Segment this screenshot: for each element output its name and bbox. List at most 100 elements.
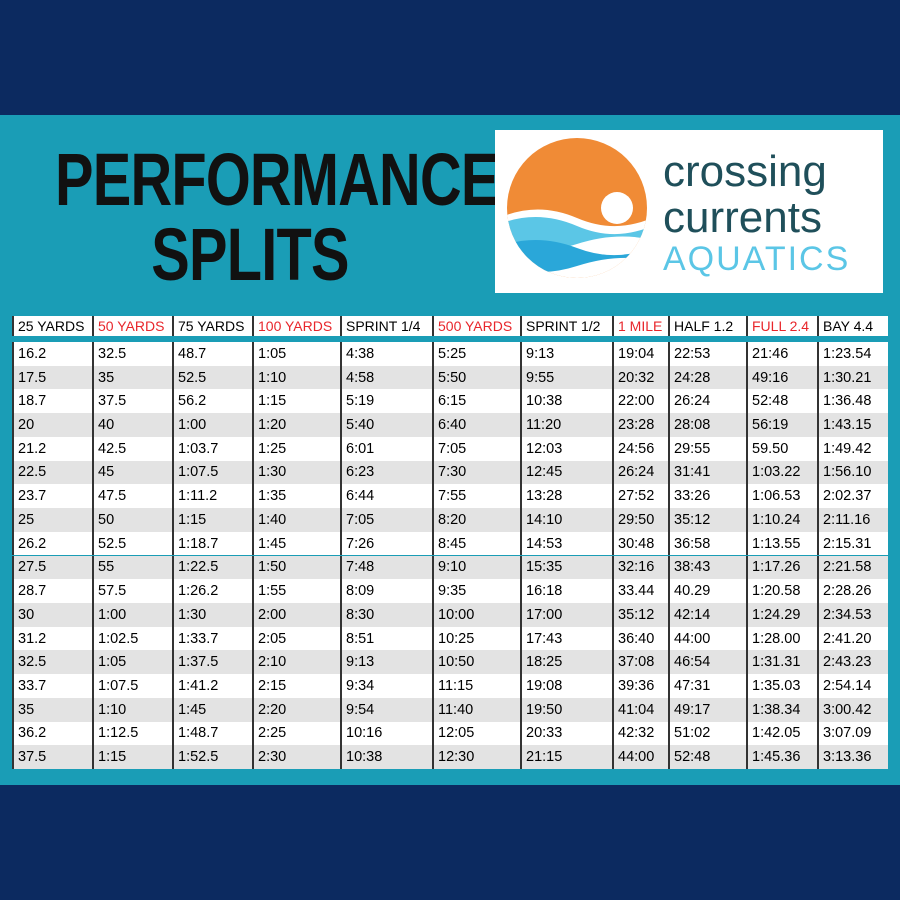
table-cell: 1:45 bbox=[172, 697, 252, 722]
logo-icon bbox=[507, 138, 647, 278]
table-cell: 50 bbox=[92, 508, 172, 532]
table-cell: 14:10 bbox=[520, 508, 612, 532]
table-cell: 1:03.7 bbox=[172, 436, 252, 461]
table-cell: 22.5 bbox=[12, 460, 92, 485]
table-cell: 2:34.53 bbox=[817, 602, 888, 627]
table-cell: 2:20 bbox=[252, 697, 340, 722]
table-cell: 1:05 bbox=[92, 650, 172, 675]
table-cell: 20 bbox=[12, 413, 92, 437]
table-cell: 20:33 bbox=[520, 721, 612, 746]
table-cell: 25 bbox=[12, 508, 92, 532]
table-cell: 19:08 bbox=[520, 674, 612, 698]
table-cell: 47.5 bbox=[92, 484, 172, 509]
table-cell: 7:05 bbox=[432, 436, 520, 461]
table-cell: 1:20 bbox=[252, 413, 340, 437]
table-cell: 1:30 bbox=[172, 602, 252, 627]
table-cell: 12:03 bbox=[520, 436, 612, 461]
table-cell: 5:50 bbox=[432, 365, 520, 390]
table-cell: 8:51 bbox=[340, 626, 432, 651]
table-cell: 42.5 bbox=[92, 436, 172, 461]
table-cell: 36:40 bbox=[612, 626, 668, 651]
table-cell: 19:50 bbox=[520, 697, 612, 722]
table-cell: 7:48 bbox=[340, 555, 432, 580]
logo: crossing currents AQUATICS bbox=[495, 130, 883, 293]
table-cell: 38:43 bbox=[668, 555, 746, 580]
column-header: 75 YARDS bbox=[172, 316, 252, 336]
column-header: 25 YARDS bbox=[12, 316, 92, 336]
column-header: SPRINT 1/2 bbox=[520, 316, 612, 336]
table-cell: 1:45 bbox=[252, 531, 340, 556]
table-cell: 55 bbox=[92, 555, 172, 580]
table-cell: 1:02.5 bbox=[92, 626, 172, 651]
table-cell: 56:19 bbox=[746, 413, 817, 437]
table-cell: 32:16 bbox=[612, 555, 668, 580]
table-cell: 11:40 bbox=[432, 697, 520, 722]
table-cell: 10:50 bbox=[432, 650, 520, 675]
table-cell: 1:07.5 bbox=[172, 460, 252, 485]
table-cell: 1:43.15 bbox=[817, 413, 888, 437]
table-cell: 47:31 bbox=[668, 674, 746, 698]
table-cell: 1:00 bbox=[172, 413, 252, 437]
column-header: BAY 4.4 bbox=[817, 316, 888, 336]
table-cell: 1:36.48 bbox=[817, 389, 888, 414]
table-cell: 2:28.26 bbox=[817, 579, 888, 603]
table-cell: 28.7 bbox=[12, 579, 92, 603]
table-cell: 21.2 bbox=[12, 436, 92, 461]
table-cell: 45 bbox=[92, 460, 172, 485]
logo-text: currents bbox=[663, 193, 822, 242]
table-cell: 49:16 bbox=[746, 365, 817, 390]
table-cell: 21:46 bbox=[746, 342, 817, 366]
table-cell: 30 bbox=[12, 602, 92, 627]
table-cell: 12:30 bbox=[432, 745, 520, 769]
table-cell: 9:54 bbox=[340, 697, 432, 722]
table-cell: 1:23.54 bbox=[817, 342, 888, 366]
table-cell: 18.7 bbox=[12, 389, 92, 414]
table-cell: 1:30 bbox=[252, 460, 340, 485]
table-cell: 48.7 bbox=[172, 342, 252, 366]
table-cell: 8:20 bbox=[432, 508, 520, 532]
table-cell: 1:37.5 bbox=[172, 650, 252, 675]
table-cell: 1:26.2 bbox=[172, 579, 252, 603]
table-cell: 2:21.58 bbox=[817, 555, 888, 580]
table-cell: 2:43.23 bbox=[817, 650, 888, 675]
table-cell: 13:28 bbox=[520, 484, 612, 509]
table-cell: 1:31.31 bbox=[746, 650, 817, 675]
table-cell: 1:00 bbox=[92, 602, 172, 627]
column-header: 50 YARDS bbox=[92, 316, 172, 336]
table-cell: 35:12 bbox=[612, 602, 668, 627]
table-cell: 24:56 bbox=[612, 436, 668, 461]
table-cell: 17.5 bbox=[12, 365, 92, 390]
table-cell: 6:23 bbox=[340, 460, 432, 485]
table-cell: 26.2 bbox=[12, 531, 92, 556]
table-cell: 6:15 bbox=[432, 389, 520, 414]
table-cell: 59.50 bbox=[746, 436, 817, 461]
table-cell: 1:10 bbox=[92, 697, 172, 722]
table-cell: 3:07.09 bbox=[817, 721, 888, 746]
table-cell: 22:53 bbox=[668, 342, 746, 366]
table-cell: 8:09 bbox=[340, 579, 432, 603]
table-cell: 21:15 bbox=[520, 745, 612, 769]
table-cell: 1:12.5 bbox=[92, 721, 172, 746]
table-cell: 18:25 bbox=[520, 650, 612, 675]
table-cell: 12:05 bbox=[432, 721, 520, 746]
table-cell: 6:40 bbox=[432, 413, 520, 437]
table-cell: 1:10 bbox=[252, 365, 340, 390]
table-cell: 1:38.34 bbox=[746, 697, 817, 722]
table-cell: 4:38 bbox=[340, 342, 432, 366]
table-cell: 1:40 bbox=[252, 508, 340, 532]
table-cell: 5:40 bbox=[340, 413, 432, 437]
table-cell: 27.5 bbox=[12, 555, 92, 580]
table-cell: 3:00.42 bbox=[817, 697, 888, 722]
table-cell: 20:32 bbox=[612, 365, 668, 390]
table-cell: 1:15 bbox=[92, 745, 172, 769]
logo-text: crossing bbox=[663, 147, 827, 196]
table-cell: 8:45 bbox=[432, 531, 520, 556]
table-cell: 9:13 bbox=[520, 342, 612, 366]
table-cell: 2:41.20 bbox=[817, 626, 888, 651]
table-cell: 44:00 bbox=[668, 626, 746, 651]
table-cell: 36.2 bbox=[12, 721, 92, 746]
table-cell: 10:38 bbox=[340, 745, 432, 769]
table-cell: 2:02.37 bbox=[817, 484, 888, 509]
title: SPLITS bbox=[151, 213, 349, 296]
table-cell: 23.7 bbox=[12, 484, 92, 509]
